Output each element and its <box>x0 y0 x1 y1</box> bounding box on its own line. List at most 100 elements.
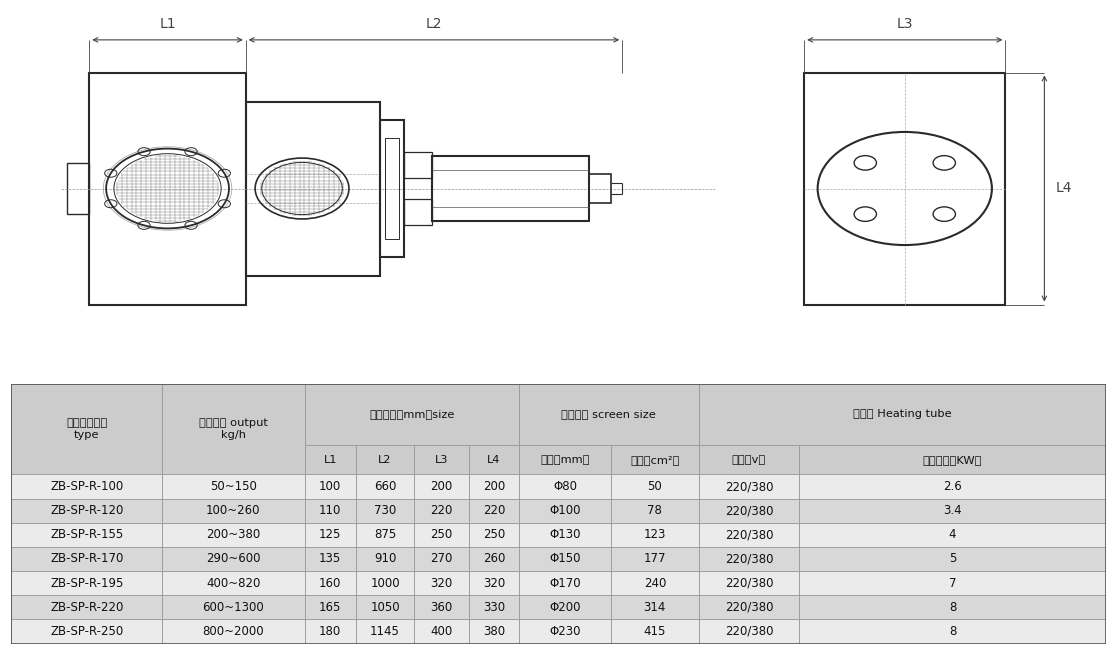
Bar <box>11 474 162 499</box>
Bar <box>519 384 698 445</box>
Bar <box>11 619 162 644</box>
Text: 1145: 1145 <box>370 625 400 638</box>
Text: 220/380: 220/380 <box>725 552 773 566</box>
Bar <box>519 619 611 644</box>
Text: 2.6: 2.6 <box>943 480 962 493</box>
Text: 电压（v）: 电压（v） <box>732 454 766 465</box>
Text: 135: 135 <box>319 552 342 566</box>
Bar <box>162 619 305 644</box>
Text: 730: 730 <box>374 504 397 517</box>
Bar <box>611 595 698 619</box>
Text: ZB-SP-R-220: ZB-SP-R-220 <box>50 601 123 614</box>
Bar <box>469 595 519 619</box>
Bar <box>162 474 305 499</box>
Text: L2: L2 <box>379 454 392 465</box>
Bar <box>356 474 414 499</box>
Text: 4: 4 <box>948 528 956 541</box>
Text: 直径（mm）: 直径（mm） <box>541 454 590 465</box>
Bar <box>800 595 1106 619</box>
Text: 8: 8 <box>948 601 956 614</box>
Text: 轮廓尺寸（mm）size: 轮廓尺寸（mm）size <box>369 409 455 419</box>
Bar <box>162 595 305 619</box>
Bar <box>11 523 162 547</box>
Bar <box>519 595 611 619</box>
Bar <box>414 523 469 547</box>
Text: 加热器 Heating tube: 加热器 Heating tube <box>853 409 952 419</box>
Bar <box>611 474 698 499</box>
Bar <box>404 152 432 177</box>
Text: 3.4: 3.4 <box>943 504 962 517</box>
Bar <box>356 619 414 644</box>
Bar <box>800 571 1106 595</box>
Bar <box>519 523 611 547</box>
Bar <box>469 474 519 499</box>
Bar <box>356 595 414 619</box>
Text: 160: 160 <box>319 577 342 590</box>
Bar <box>804 73 1005 304</box>
Text: 220/380: 220/380 <box>725 528 773 541</box>
Bar <box>11 547 162 571</box>
Text: 250: 250 <box>430 528 452 541</box>
Bar <box>404 200 432 225</box>
Bar <box>800 474 1106 499</box>
Text: L1: L1 <box>324 454 337 465</box>
Text: 320: 320 <box>483 577 505 590</box>
Bar <box>519 499 611 523</box>
Bar <box>385 138 399 239</box>
Text: ZB-SP-R-155: ZB-SP-R-155 <box>50 528 123 541</box>
Text: 加热功率（KW）: 加热功率（KW） <box>923 454 982 465</box>
Bar <box>469 523 519 547</box>
Text: Φ150: Φ150 <box>550 552 581 566</box>
Bar <box>414 499 469 523</box>
Bar <box>469 547 519 571</box>
Text: 220: 220 <box>430 504 452 517</box>
Bar <box>414 571 469 595</box>
Bar <box>305 619 356 644</box>
Text: 78: 78 <box>648 504 662 517</box>
Bar <box>698 547 800 571</box>
Text: 260: 260 <box>483 552 505 566</box>
Text: 910: 910 <box>374 552 397 566</box>
Text: L2: L2 <box>426 17 442 31</box>
Text: 290~600: 290~600 <box>207 552 260 566</box>
Bar <box>356 547 414 571</box>
Text: 660: 660 <box>374 480 397 493</box>
Bar <box>380 120 404 257</box>
Bar <box>11 571 162 595</box>
Bar <box>305 384 519 445</box>
Bar <box>305 595 356 619</box>
Text: 220/380: 220/380 <box>725 577 773 590</box>
Text: 100: 100 <box>319 480 342 493</box>
Text: 50: 50 <box>648 480 662 493</box>
Text: L4: L4 <box>1056 181 1072 196</box>
Bar <box>89 73 246 304</box>
Text: 1050: 1050 <box>370 601 400 614</box>
Bar <box>589 174 611 203</box>
Bar <box>800 619 1106 644</box>
Text: 800~2000: 800~2000 <box>202 625 265 638</box>
Text: ZB-SP-R-100: ZB-SP-R-100 <box>50 480 123 493</box>
Text: 8: 8 <box>948 625 956 638</box>
Text: 415: 415 <box>643 625 666 638</box>
Bar <box>611 547 698 571</box>
Text: Φ200: Φ200 <box>550 601 581 614</box>
Bar <box>356 523 414 547</box>
Text: 适用产量 output
kg/h: 适用产量 output kg/h <box>199 418 268 440</box>
Text: 400~820: 400~820 <box>207 577 260 590</box>
Text: L3: L3 <box>435 454 448 465</box>
Text: 220/380: 220/380 <box>725 504 773 517</box>
Bar <box>519 445 611 474</box>
Bar <box>305 523 356 547</box>
Text: 200: 200 <box>430 480 452 493</box>
Bar <box>698 619 800 644</box>
Text: ZB-SP-R-250: ZB-SP-R-250 <box>50 625 123 638</box>
Text: 600~1300: 600~1300 <box>202 601 265 614</box>
Text: 面积（cm²）: 面积（cm²） <box>630 454 679 465</box>
Bar <box>356 499 414 523</box>
Bar <box>800 547 1106 571</box>
Bar <box>611 571 698 595</box>
Text: 165: 165 <box>319 601 342 614</box>
Text: 7: 7 <box>948 577 956 590</box>
Text: 220/380: 220/380 <box>725 625 773 638</box>
Text: L3: L3 <box>897 17 913 31</box>
